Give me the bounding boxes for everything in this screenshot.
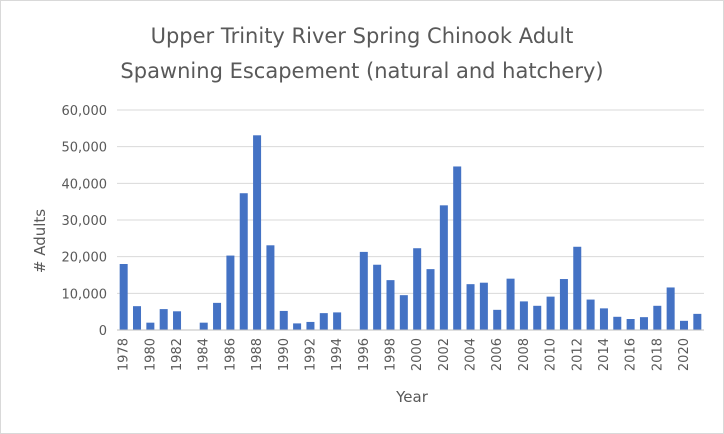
- bar-1978: [119, 264, 128, 330]
- x-tick-label: 1984: [197, 338, 212, 371]
- bar-2021: [693, 313, 702, 330]
- bar-2009: [533, 305, 542, 330]
- x-tick-label: 1998: [383, 338, 398, 371]
- bar-2002: [439, 205, 448, 330]
- bar-2001: [426, 269, 435, 330]
- x-tick-label: 2018: [650, 338, 665, 371]
- y-tick-label: 40,000: [62, 177, 108, 192]
- bar-1994: [333, 312, 342, 330]
- bar-2015: [613, 316, 622, 330]
- bar-1989: [266, 245, 275, 330]
- x-tick-label: 2010: [544, 338, 559, 371]
- bar-1984: [199, 322, 208, 330]
- x-tick-label: 2016: [624, 338, 639, 371]
- y-tick-label: 30,000: [62, 214, 108, 229]
- x-tick-label: 1980: [143, 338, 158, 371]
- y-axis-title: # Adults: [31, 209, 49, 273]
- bar-2000: [413, 248, 422, 330]
- bar-1998: [386, 280, 395, 330]
- bar-1988: [253, 135, 262, 330]
- bar-2003: [453, 166, 462, 330]
- bar-1996: [359, 251, 368, 330]
- bar-1992: [306, 321, 315, 330]
- bar-1993: [319, 313, 328, 330]
- y-axis-ticks: 0 10,000 20,000 30,000 40,000 50,000 60,000: [62, 104, 108, 339]
- bar-2016: [626, 319, 635, 330]
- y-tick-label: 60,000: [62, 104, 108, 119]
- bar-1991: [293, 323, 302, 330]
- bar-2011: [559, 279, 568, 330]
- bar-2010: [546, 296, 555, 330]
- x-tick-label: 2008: [517, 338, 532, 371]
- x-tick-label: 2012: [570, 338, 585, 371]
- x-tick-label: 1990: [277, 338, 292, 371]
- bar-2004: [466, 284, 475, 330]
- y-tick-label: 10,000: [62, 287, 108, 302]
- x-tick-label: 2014: [597, 338, 612, 371]
- y-tick-label: 20,000: [62, 251, 108, 266]
- bar-1979: [133, 306, 142, 330]
- gridlines: [117, 109, 704, 294]
- x-tick-label: 2020: [677, 338, 692, 371]
- bar-1985: [213, 302, 222, 330]
- bar-2008: [519, 301, 528, 330]
- bar-1987: [239, 193, 248, 330]
- chart-title-line-1: Upper Trinity River Spring Chinook Adult: [151, 24, 574, 48]
- bar-2017: [639, 317, 648, 330]
- x-axis-title: Year: [395, 388, 429, 406]
- bar-1981: [159, 309, 168, 330]
- bar-1982: [173, 311, 182, 330]
- bar-1986: [226, 255, 235, 330]
- x-tick-label: 1996: [357, 338, 372, 371]
- x-tick-label: 1982: [170, 338, 185, 371]
- bar-1999: [399, 295, 408, 330]
- x-tick-label: 2000: [410, 338, 425, 371]
- bar-2006: [493, 309, 502, 330]
- bar-2005: [479, 282, 488, 330]
- bar-2014: [599, 308, 608, 330]
- bar-2019: [666, 287, 675, 330]
- x-tick-label: 1988: [250, 338, 265, 371]
- y-tick-label: 50,000: [62, 141, 108, 156]
- bar-2012: [573, 246, 582, 330]
- x-tick-label: 1994: [330, 338, 345, 371]
- x-tick-label: 2004: [464, 338, 479, 371]
- x-tick-label: 2002: [437, 338, 452, 371]
- bar-1980: [146, 322, 155, 330]
- chart-title-line-2: Spawning Escapement (natural and hatcher…: [120, 59, 603, 83]
- bars: [119, 135, 702, 330]
- y-tick-label: 0: [99, 324, 107, 339]
- x-tick-label: 1992: [303, 338, 318, 371]
- x-tick-label: 2006: [490, 338, 505, 371]
- bar-2013: [586, 299, 595, 330]
- x-axis-ticks: 1978 1980 1982 1984 1986 1988 1990 1992 1994 1996…: [117, 338, 692, 371]
- x-tick-label: 1986: [223, 338, 238, 371]
- x-tick-label: 1978: [117, 338, 132, 371]
- bar-2018: [653, 305, 662, 330]
- bar-2020: [679, 320, 688, 330]
- bar-1997: [373, 264, 382, 330]
- bar-1990: [279, 310, 288, 330]
- bar-2007: [506, 278, 515, 330]
